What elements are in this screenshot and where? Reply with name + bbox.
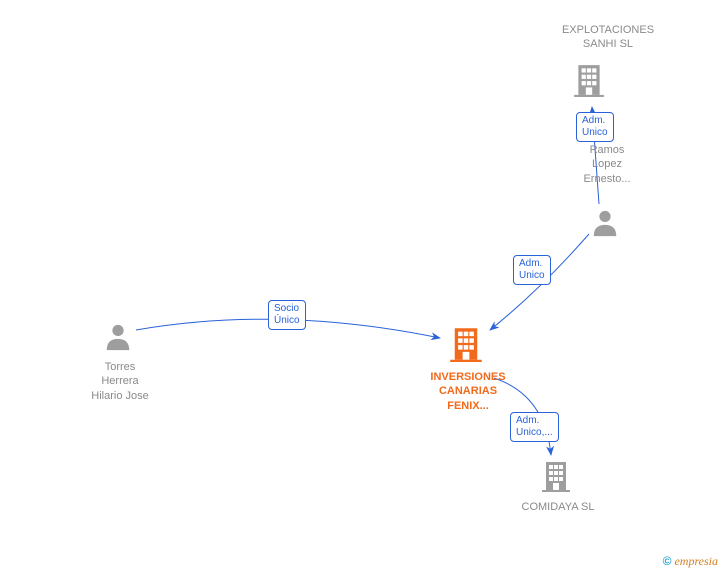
edge-label[interactable]: Adm. Unico xyxy=(513,255,551,285)
edges-layer xyxy=(0,0,728,575)
edge-label[interactable]: Adm. Unico,... xyxy=(510,412,559,442)
node-label[interactable]: Ramos Lopez Ernesto... xyxy=(572,143,642,186)
building-icon[interactable] xyxy=(448,326,484,367)
person-icon[interactable] xyxy=(103,322,133,357)
node-label[interactable]: Torres Herrera Hilario Jose xyxy=(78,360,162,403)
node-label[interactable]: EXPLOTACIONES SANHI SL xyxy=(548,23,668,52)
watermark-symbol: © xyxy=(663,554,672,568)
person-icon[interactable] xyxy=(590,208,620,243)
diagram-canvas: EXPLOTACIONES SANHI SL Ramos Lopez Ernes… xyxy=(0,0,728,575)
building-icon[interactable] xyxy=(540,460,572,497)
node-label[interactable]: COMIDAYA SL xyxy=(508,500,608,514)
edge-label[interactable]: Socio Único xyxy=(268,300,306,330)
edge-label[interactable]: Adm. Unico xyxy=(576,112,614,142)
node-label[interactable]: INVERSIONES CANARIAS FENIX... xyxy=(413,370,523,413)
building-icon[interactable] xyxy=(572,63,606,102)
watermark-brand: empresia xyxy=(674,554,718,568)
watermark: ©empresia xyxy=(663,554,718,569)
